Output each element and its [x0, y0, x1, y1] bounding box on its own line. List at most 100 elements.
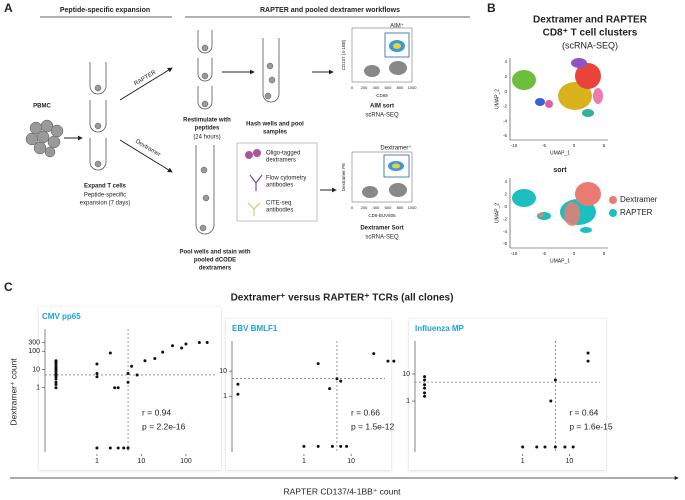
legend-swatch — [609, 196, 617, 204]
y-tick-label: 10 — [402, 371, 410, 378]
y-tick-label: 1 — [36, 385, 40, 392]
hash-tube — [262, 38, 280, 103]
flow-tick-label: 800 — [397, 205, 404, 210]
umap-y-tick: -2 — [503, 104, 507, 109]
step-label: dextramers — [199, 266, 232, 272]
point — [95, 446, 99, 450]
flow-tick-label: 600 — [385, 85, 392, 90]
flow-tick-label: 0 — [351, 85, 354, 90]
point — [54, 380, 58, 384]
x-tick-label: 10 — [566, 458, 574, 465]
axis-label: UMAP_2 — [494, 89, 500, 109]
sort-label: AIM sort — [370, 104, 394, 110]
flow-plot — [351, 27, 413, 83]
x-tick-label: 1 — [302, 458, 306, 465]
point — [316, 444, 320, 448]
section-header: RAPTER and pooled dextramer workflows — [260, 7, 400, 14]
umap-clusters — [509, 58, 608, 141]
step-label: peptides — [195, 126, 220, 132]
step-sub: (24 hours) — [193, 135, 220, 141]
sort-sub: scRNA-SEQ — [365, 113, 399, 119]
sort-sub: scRNA-SEQ — [365, 235, 399, 241]
restim-tubes — [197, 30, 213, 110]
step-label: Hash wells and pool — [246, 122, 304, 128]
plot-panel — [39, 307, 221, 470]
umap-x-tick: 5 — [603, 143, 606, 148]
umap-x-tick: -5 — [542, 251, 546, 256]
panel-letter: B — [487, 1, 496, 15]
axis-label: CD8-BUV805 — [368, 213, 396, 218]
point — [330, 444, 334, 448]
stat-annotation: r = 0.94 — [142, 407, 171, 417]
point — [423, 383, 427, 387]
point — [236, 382, 240, 386]
reagent-icons — [245, 149, 263, 216]
point — [122, 446, 126, 450]
step-label: samples — [263, 130, 288, 136]
axis-label: UMAP_1 — [550, 258, 570, 264]
point — [345, 444, 349, 448]
point — [54, 383, 58, 387]
legend-label: Dextramer — [620, 195, 658, 204]
point — [423, 394, 427, 398]
step-label: pooled dCODE — [194, 258, 236, 264]
flow-tick-label: 400 — [373, 205, 380, 210]
umap-x-tick: 0 — [573, 143, 576, 148]
point — [571, 445, 575, 449]
pbmc-label: PBMC — [33, 104, 51, 110]
point — [116, 446, 120, 450]
umap-y-tick: 4 — [504, 179, 507, 184]
umap-y-tick: -6 — [503, 241, 507, 246]
axis-label: UMAP_1 — [550, 150, 570, 156]
point — [328, 387, 332, 391]
stat-annotation: p = 1.5e-12 — [351, 421, 395, 431]
panel-title: Dextramer and RAPTER — [533, 15, 648, 26]
point — [126, 446, 130, 450]
point — [339, 379, 343, 383]
umap-y-tick: 4 — [504, 59, 507, 64]
umap-y-tick: -4 — [503, 229, 507, 234]
point — [54, 377, 58, 381]
pool-tube — [195, 145, 215, 235]
umap-x-tick: 0 — [573, 251, 576, 256]
sort-label: Dextramer Sort — [360, 226, 403, 232]
umap-x-tick: 5 — [603, 251, 606, 256]
panel-title: CD8⁺ T cell clusters — [543, 28, 638, 39]
x-tick-label: 100 — [180, 458, 192, 465]
y-tick-label: 10 — [32, 366, 40, 373]
reagent-label: dextramers — [266, 158, 296, 164]
axis-label: CD69 — [376, 93, 388, 98]
flow-plot — [351, 151, 413, 203]
flow-ticks: 0 200 400 600 800 1000 — [351, 85, 417, 90]
point — [108, 351, 112, 355]
stat-annotation: p = 1.6e-15 — [569, 421, 613, 431]
plot-title: CMV pp65 — [42, 312, 81, 321]
point — [135, 373, 139, 377]
arrow — [119, 67, 173, 101]
point — [423, 391, 427, 395]
x-tick-label: 1 — [95, 458, 99, 465]
point — [161, 350, 165, 354]
point — [563, 445, 567, 449]
point — [95, 372, 99, 376]
point — [205, 341, 209, 345]
point — [386, 359, 390, 363]
point — [130, 364, 134, 368]
point — [302, 444, 306, 448]
point — [586, 359, 590, 363]
step-label: Pool wells and stain with — [179, 250, 250, 256]
umap-sort — [509, 178, 608, 249]
y-tick-label: 1 — [223, 393, 227, 400]
step-label: Expand T cells — [84, 184, 127, 190]
reagent-label: Oligo-tagged — [266, 151, 300, 157]
umap-ticks: 4 2 0 -2 -4 -6 -10 -5 0 5 UMAP_1 UMAP_2 4 2 0 -2 -4 -6 -10… — [494, 59, 657, 264]
point — [423, 378, 427, 382]
point — [339, 444, 343, 448]
point — [549, 399, 553, 403]
point — [392, 359, 396, 363]
point — [54, 375, 58, 379]
y-tick-label: 300 — [28, 339, 40, 346]
x-tick-label: 10 — [138, 458, 146, 465]
point — [553, 445, 557, 449]
point — [535, 445, 539, 449]
